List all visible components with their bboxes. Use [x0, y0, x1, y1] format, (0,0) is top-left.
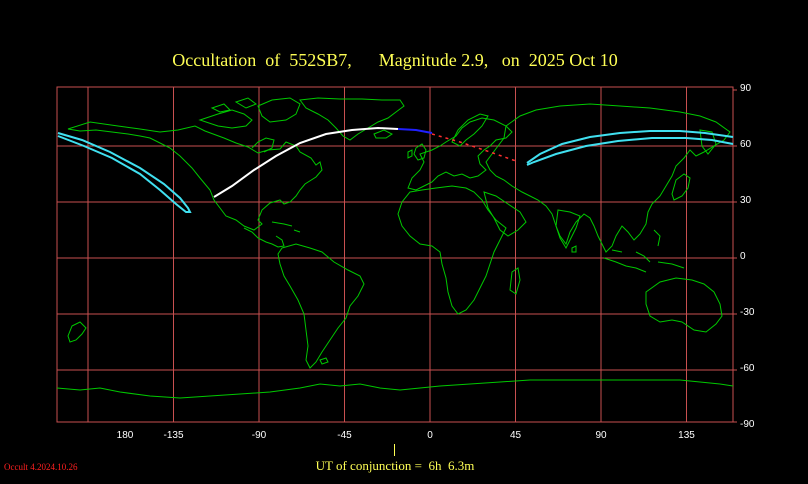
kamchatka	[699, 129, 717, 155]
page-title: Occultation of 552SB7, Magnitude 2.9, on…	[172, 50, 618, 70]
central-america-coast	[243, 227, 285, 248]
axis-ticks	[733, 89, 737, 423]
longitude-label: 180	[116, 430, 134, 441]
longitude-label: 45	[509, 430, 522, 441]
latitude-label: 0	[740, 251, 746, 262]
longitude-label: 135	[678, 430, 695, 441]
falklands	[319, 357, 329, 365]
latitude-label: -90	[740, 419, 755, 430]
japan	[671, 173, 691, 201]
asia-coast	[485, 103, 731, 253]
africa-coast	[397, 185, 507, 315]
limit-line-west-arc	[57, 132, 192, 213]
longitude-label: -90	[251, 430, 267, 441]
arctic-islands-coast	[198, 97, 301, 129]
hudson-bay-coast	[251, 137, 275, 153]
conjunction-marker	[394, 444, 395, 456]
latitude-label: -60	[740, 363, 755, 374]
sri-lanka	[571, 245, 577, 253]
central-line-day	[397, 128, 433, 134]
arabia-coast	[483, 191, 527, 237]
greenland-coast	[299, 97, 405, 141]
antarctica-coast	[56, 379, 734, 399]
longitude-label: -135	[163, 430, 184, 441]
new-zealand	[67, 321, 87, 343]
ut-conjunction-text: UT of conjunction = 6h 6.3m	[315, 458, 475, 473]
lat-lon-grid	[57, 87, 733, 422]
latitude-label: 60	[740, 139, 752, 150]
latitude-label: -30	[740, 307, 755, 318]
australia-coast	[645, 277, 723, 333]
north-america-coast	[67, 121, 323, 231]
version-text: Occult 4.2024.10.26	[4, 462, 78, 472]
se-asia-islands	[603, 229, 685, 273]
caribbean-islands	[271, 221, 301, 233]
map-frame	[56, 86, 734, 423]
british-isles	[407, 143, 427, 161]
madagascar	[509, 267, 521, 295]
central-line-night	[213, 126, 399, 198]
limit-line-east-arc	[526, 130, 734, 166]
india-coast	[555, 209, 581, 250]
longitude-label: 90	[595, 430, 607, 441]
europe-coast	[407, 117, 513, 191]
south-america-coast	[277, 243, 365, 369]
coastlines	[56, 97, 734, 399]
longitude-label: 0	[427, 430, 433, 441]
latitude-label: 30	[740, 195, 752, 206]
scandinavia-coast	[451, 113, 489, 147]
iceland-coast	[373, 129, 393, 139]
longitude-label: -45	[337, 430, 352, 441]
latitude-label: 90	[740, 83, 752, 94]
central-line-extension	[431, 133, 517, 162]
